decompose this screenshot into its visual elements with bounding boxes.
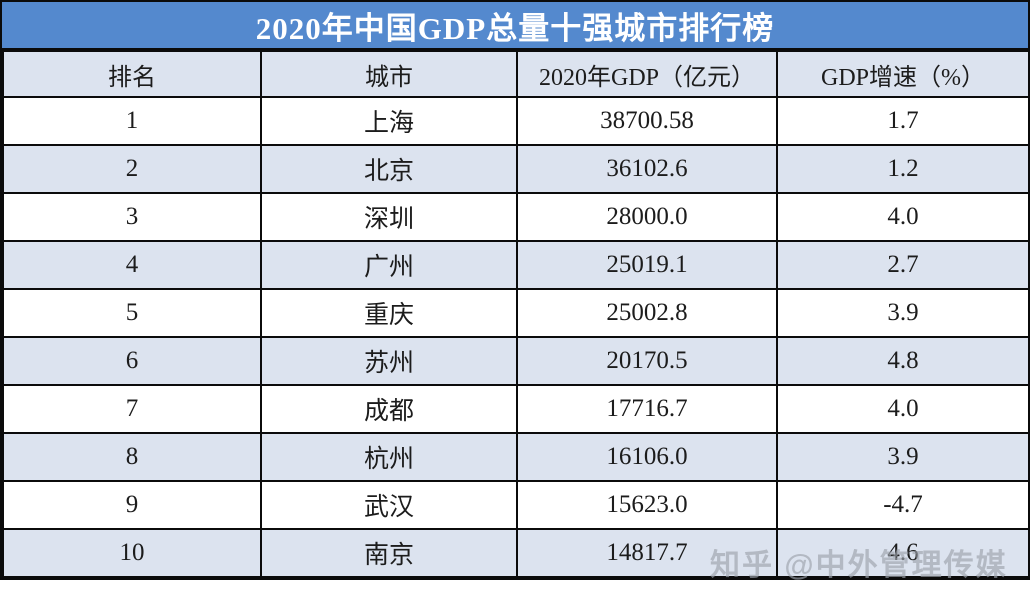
city-cell: 北京 <box>260 144 518 194</box>
city-cell: 重庆 <box>260 288 518 338</box>
growth-cell: 3.9 <box>776 288 1030 338</box>
table-row: 5 重庆 25002.8 3.9 <box>2 288 1030 338</box>
growth-cell: 1.7 <box>776 96 1030 146</box>
gdp-cell: 17716.7 <box>516 384 778 434</box>
city-cell: 武汉 <box>260 480 518 530</box>
col-header-growth: GDP增速（%） <box>776 50 1030 98</box>
table-row: 10 南京 14817.7 4.6 <box>2 528 1030 578</box>
table-row: 9 武汉 15623.0 -4.7 <box>2 480 1030 530</box>
rank-cell: 3 <box>2 192 262 242</box>
gdp-cell: 38700.58 <box>516 96 778 146</box>
rank-cell: 2 <box>2 144 262 194</box>
rank-cell: 7 <box>2 384 262 434</box>
city-cell: 南京 <box>260 528 518 578</box>
header-row: 排名 城市 2020年GDP（亿元） GDP增速（%） <box>2 50 1030 98</box>
table-row: 3 深圳 28000.0 4.0 <box>2 192 1030 242</box>
city-cell: 成都 <box>260 384 518 434</box>
gdp-cell: 15623.0 <box>516 480 778 530</box>
table-row: 7 成都 17716.7 4.0 <box>2 384 1030 434</box>
growth-cell: 4.8 <box>776 336 1030 386</box>
growth-cell: 4.0 <box>776 384 1030 434</box>
rank-cell: 8 <box>2 432 262 482</box>
city-cell: 广州 <box>260 240 518 290</box>
rank-cell: 4 <box>2 240 262 290</box>
gdp-cell: 16106.0 <box>516 432 778 482</box>
growth-cell: 3.9 <box>776 432 1030 482</box>
rank-cell: 6 <box>2 336 262 386</box>
growth-cell: 4.6 <box>776 528 1030 578</box>
gdp-cell: 20170.5 <box>516 336 778 386</box>
rank-cell: 9 <box>2 480 262 530</box>
gdp-cell: 14817.7 <box>516 528 778 578</box>
city-cell: 深圳 <box>260 192 518 242</box>
rank-cell: 5 <box>2 288 262 338</box>
rank-cell: 1 <box>2 96 262 146</box>
growth-cell: 1.2 <box>776 144 1030 194</box>
city-cell: 苏州 <box>260 336 518 386</box>
table-row: 4 广州 25019.1 2.7 <box>2 240 1030 290</box>
growth-cell: 4.0 <box>776 192 1030 242</box>
gdp-cell: 25019.1 <box>516 240 778 290</box>
city-cell: 杭州 <box>260 432 518 482</box>
table-row: 6 苏州 20170.5 4.8 <box>2 336 1030 386</box>
col-header-rank: 排名 <box>2 50 262 98</box>
gdp-cell: 36102.6 <box>516 144 778 194</box>
city-cell: 上海 <box>260 96 518 146</box>
table-row: 2 北京 36102.6 1.2 <box>2 144 1030 194</box>
gdp-cell: 28000.0 <box>516 192 778 242</box>
gdp-ranking-table: 2020年中国GDP总量十强城市排行榜 排名 城市 2020年GDP（亿元） G… <box>0 0 1030 580</box>
growth-cell: 2.7 <box>776 240 1030 290</box>
table-row: 8 杭州 16106.0 3.9 <box>2 432 1030 482</box>
gdp-cell: 25002.8 <box>516 288 778 338</box>
gdp-table: 排名 城市 2020年GDP（亿元） GDP增速（%） 1 上海 38700.58 1… <box>2 50 1030 578</box>
col-header-city: 城市 <box>260 50 518 98</box>
table-body: 1 上海 38700.58 1.7 2 北京 36102.6 1.2 3 深圳 28000.0 4.0… <box>2 96 1030 578</box>
table-title: 2020年中国GDP总量十强城市排行榜 <box>2 2 1028 50</box>
table-row: 1 上海 38700.58 1.7 <box>2 96 1030 146</box>
col-header-gdp: 2020年GDP（亿元） <box>516 50 778 98</box>
rank-cell: 10 <box>2 528 262 578</box>
growth-cell: -4.7 <box>776 480 1030 530</box>
